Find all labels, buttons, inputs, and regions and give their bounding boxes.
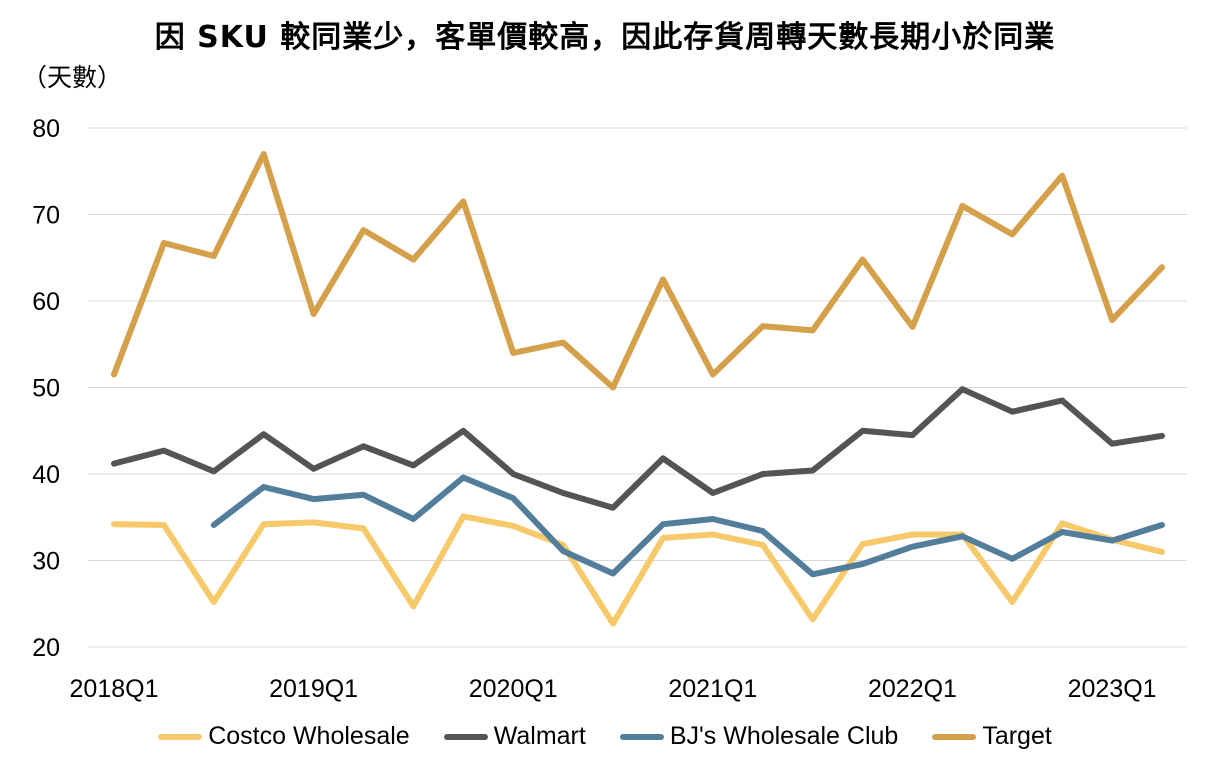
legend-swatch-costco [158, 733, 203, 740]
legend-item-walmart: Walmart [443, 722, 586, 751]
x-axis-ticks: 2018Q1 2019Q1 2020Q1 2021Q1 2022Q1 2023Q1 [70, 675, 1157, 703]
legend-label-costco: Costco Wholesale [208, 722, 410, 750]
gridlines [88, 127, 1187, 648]
y-tick-60: 60 [32, 288, 60, 316]
legend-label-bjs: BJ's Wholesale Club [669, 722, 899, 750]
series-lines [111, 151, 1165, 627]
y-tick-70: 70 [32, 202, 60, 230]
legend-label-walmart: Walmart [493, 722, 586, 750]
y-tick-50: 50 [32, 375, 60, 403]
legend-label-target: Target [982, 722, 1052, 750]
y-tick-20: 20 [32, 634, 60, 662]
y-axis-ticks: 20 30 40 50 60 70 80 [32, 115, 60, 662]
x-tick-2020Q1: 2020Q1 [469, 675, 558, 703]
legend: Costco Wholesale Walmart BJ's Wholesale … [0, 722, 1210, 751]
y-tick-40: 40 [32, 461, 60, 489]
y-tick-80: 80 [32, 115, 60, 143]
series-line-target [111, 151, 1165, 391]
legend-item-bjs: BJ's Wholesale Club [619, 722, 899, 751]
legend-swatch-target [932, 733, 977, 740]
x-tick-2023Q1: 2023Q1 [1068, 675, 1157, 703]
y-tick-30: 30 [32, 548, 60, 576]
y-axis-unit-label: （天數） [22, 63, 123, 92]
legend-item-target: Target [932, 722, 1052, 751]
series-line-costco-wholesale [111, 513, 1165, 627]
series-line-bj-s-wholesale-club [210, 474, 1165, 578]
x-tick-2019Q1: 2019Q1 [269, 675, 358, 703]
x-tick-2021Q1: 2021Q1 [668, 675, 757, 703]
legend-item-costco: Costco Wholesale [158, 722, 410, 751]
series-line-walmart [111, 386, 1165, 511]
legend-swatch-walmart [443, 733, 488, 740]
x-tick-2018Q1: 2018Q1 [70, 675, 159, 703]
x-tick-2022Q1: 2022Q1 [868, 675, 957, 703]
chart-title: 因 SKU 較同業少，客單價較高，因此存貨周轉天數長期小於同業 [154, 20, 1056, 55]
legend-swatch-bjs [619, 733, 664, 740]
